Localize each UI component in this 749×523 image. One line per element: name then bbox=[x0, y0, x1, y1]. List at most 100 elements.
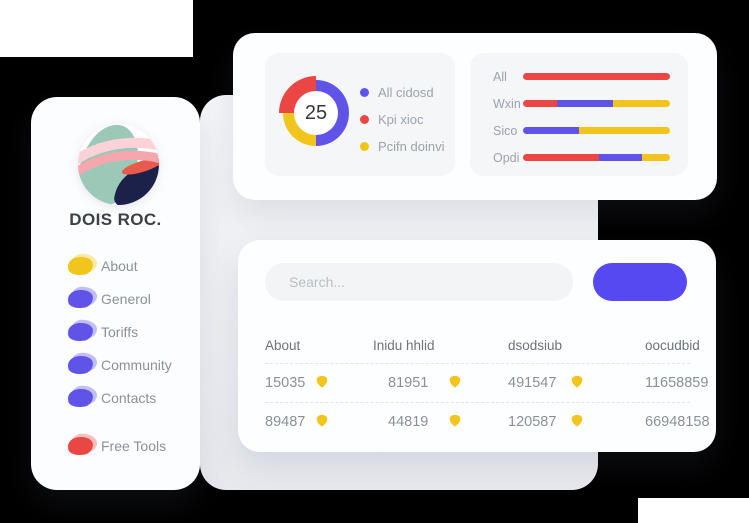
donut-center-value: 25 bbox=[294, 91, 338, 135]
red-bar-segment bbox=[523, 154, 600, 161]
blob-front-shape bbox=[67, 288, 94, 309]
blob-front-shape bbox=[67, 255, 94, 276]
pick-icon-wrap bbox=[571, 375, 583, 392]
red-bar-segment bbox=[523, 73, 670, 80]
bar-track-all bbox=[523, 73, 670, 80]
red-bar-segment bbox=[523, 100, 557, 107]
blue-bar-segment bbox=[599, 154, 643, 161]
decor-rect-top-left bbox=[0, 0, 193, 57]
legend-item-all-cidosd: All cidosd bbox=[360, 79, 444, 106]
generol-blob-icon bbox=[67, 284, 99, 309]
search-input[interactable] bbox=[265, 263, 573, 301]
stacked-bars: All Wxin Sico Opdi bbox=[470, 63, 688, 171]
cell-value: 81951 bbox=[388, 375, 429, 391]
table-cell: 66948158 bbox=[645, 414, 710, 430]
bar-row-sico: Sico bbox=[470, 117, 688, 144]
community-blob-icon bbox=[67, 350, 99, 375]
bar-chart-panel: All Wxin Sico Opdi bbox=[470, 53, 688, 176]
bar-label: All bbox=[493, 69, 507, 84]
pick-icon-wrap bbox=[316, 375, 328, 392]
bar-track-opdi bbox=[523, 154, 670, 161]
legend-item-kpi-xioc: Kpi xioc bbox=[360, 106, 444, 133]
sidebar-item-label: Generol bbox=[101, 290, 151, 307]
donut-chart-panel: 25 All cidosd Kpi xioc Pcifn doinvi bbox=[265, 53, 455, 176]
table-cell: 11658859 bbox=[645, 375, 708, 391]
about-blob-icon bbox=[67, 251, 99, 276]
column-header-inidu-hhlid: Inidu hhlid bbox=[373, 338, 435, 353]
pick-icon bbox=[450, 375, 461, 387]
table-cell: 89487 bbox=[265, 414, 373, 431]
table-cell: 491547 bbox=[508, 375, 645, 392]
sidebar-menu: About Generol Toriffs Community Contacts Free… bbox=[31, 249, 200, 462]
table-header-row: About Inidu hhlid dsodsiub oocudbid bbox=[265, 328, 700, 363]
sidebar-item-label: Community bbox=[101, 356, 172, 373]
bar-row-wxin: Wxin bbox=[470, 90, 688, 117]
cell-value: 44819 bbox=[388, 414, 429, 430]
table-cell: 81951 bbox=[373, 375, 508, 392]
blue-bar-segment bbox=[523, 127, 579, 134]
legend-item-pcifn-doinvi: Pcifn doinvi bbox=[360, 133, 444, 160]
blue-bar-segment bbox=[556, 100, 613, 107]
contacts-blob-icon bbox=[67, 383, 99, 408]
table-row: 89487 44819 120587 66948158 bbox=[265, 402, 710, 441]
cell-value: 66948158 bbox=[645, 414, 710, 430]
cell-value: 120587 bbox=[508, 414, 557, 430]
cell-value: 89487 bbox=[265, 414, 306, 430]
donut-legend: All cidosd Kpi xioc Pcifn doinvi bbox=[360, 79, 444, 160]
sidebar-item-label: Free Tools bbox=[101, 437, 167, 454]
pick-icon bbox=[450, 414, 461, 426]
sidebar-item-label: Toriffs bbox=[101, 323, 139, 340]
sidebar-item-about[interactable]: About bbox=[31, 249, 200, 282]
cell-value: 491547 bbox=[508, 375, 557, 391]
decor-rect-bottom-right bbox=[638, 498, 749, 523]
sidebar-item-free-tools[interactable]: Free Tools bbox=[31, 429, 200, 462]
bar-track-wxin bbox=[523, 100, 670, 107]
pick-icon bbox=[572, 414, 583, 426]
blob-front-shape bbox=[67, 387, 94, 408]
sidebar-item-contacts[interactable]: Contacts bbox=[31, 381, 200, 414]
free-tools-blob-icon bbox=[67, 431, 99, 456]
primary-action-button[interactable] bbox=[593, 263, 687, 301]
yellow-bar-segment bbox=[642, 154, 670, 161]
red-legend-dot-icon bbox=[360, 115, 369, 124]
pick-icon bbox=[572, 375, 583, 387]
table-cell: 120587 bbox=[508, 414, 645, 431]
yellow-bar-segment bbox=[578, 127, 670, 134]
pick-icon bbox=[317, 375, 328, 387]
sidebar-item-community[interactable]: Community bbox=[31, 348, 200, 381]
pick-icon-wrap bbox=[449, 414, 461, 431]
cell-value: 11658859 bbox=[645, 375, 709, 391]
brand-logo bbox=[78, 124, 159, 205]
blob-front-shape bbox=[67, 435, 94, 456]
blue-legend-dot-icon bbox=[360, 88, 369, 97]
sidebar: DOIS ROC. About Generol Toriffs Community Co… bbox=[31, 97, 200, 490]
bar-row-opdi: Opdi bbox=[470, 144, 688, 171]
column-header-oocudbid: oocudbid bbox=[645, 338, 700, 353]
sidebar-item-label: About bbox=[101, 257, 138, 274]
stats-card: 25 All cidosd Kpi xioc Pcifn doinvi All Wxi… bbox=[233, 33, 717, 200]
pick-icon bbox=[317, 414, 328, 426]
bar-row-all: All bbox=[470, 63, 688, 90]
legend-label: Pcifn doinvi bbox=[378, 139, 445, 154]
sidebar-item-generol[interactable]: Generol bbox=[31, 282, 200, 315]
table-cell: 44819 bbox=[373, 414, 508, 431]
sidebar-item-label: Contacts bbox=[101, 389, 157, 406]
column-header-about: About bbox=[265, 338, 301, 353]
cell-value: 15035 bbox=[265, 375, 306, 391]
bar-label: Sico bbox=[493, 123, 518, 138]
toriffs-blob-icon bbox=[67, 317, 99, 342]
yellow-legend-dot-icon bbox=[360, 142, 369, 151]
bar-label: Wxin bbox=[493, 96, 521, 111]
blob-front-shape bbox=[67, 321, 94, 342]
table-card: About Inidu hhlid dsodsiub oocudbid 15035 81… bbox=[238, 240, 716, 452]
donut-chart: 25 bbox=[279, 76, 353, 150]
blob-front-shape bbox=[67, 354, 94, 375]
brand-title: DOIS ROC. bbox=[69, 210, 162, 229]
bar-track-sico bbox=[523, 127, 670, 134]
data-table: About Inidu hhlid dsodsiub oocudbid 15035 81… bbox=[265, 328, 710, 441]
pick-icon-wrap bbox=[571, 414, 583, 431]
table-row: 15035 81951 491547 11658859 bbox=[265, 363, 708, 402]
legend-label: All cidosd bbox=[378, 85, 434, 100]
sidebar-item-toriffs[interactable]: Toriffs bbox=[31, 315, 200, 348]
